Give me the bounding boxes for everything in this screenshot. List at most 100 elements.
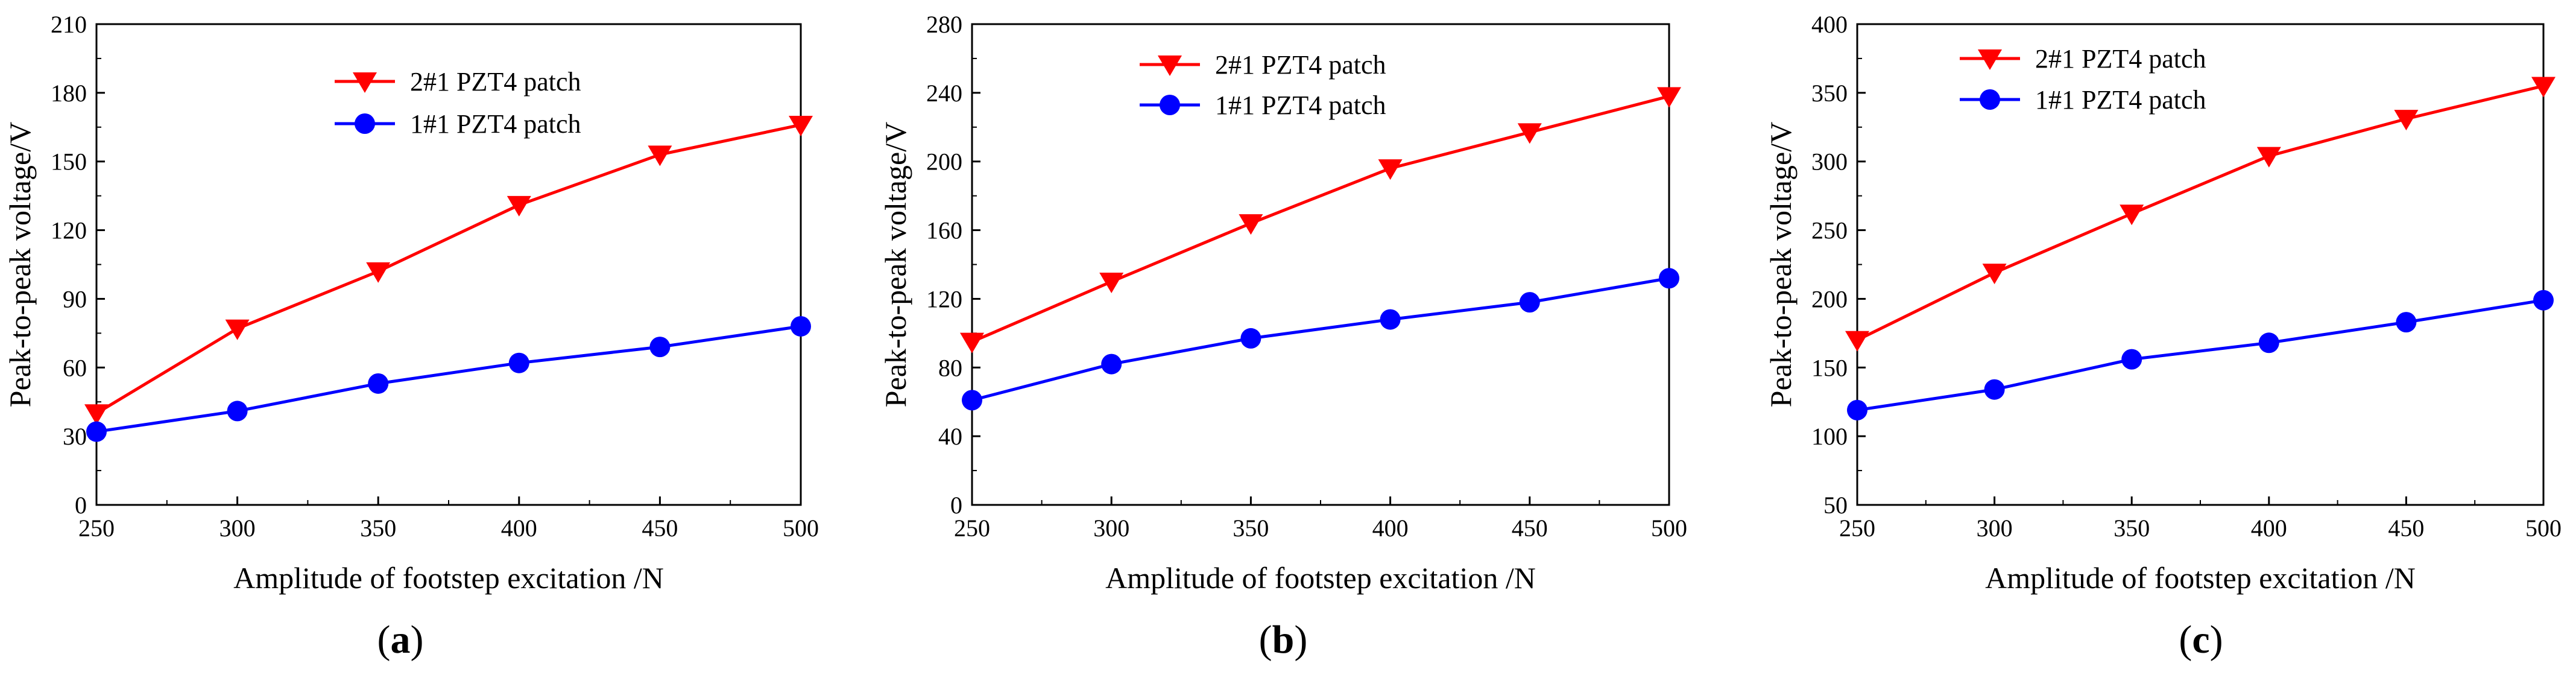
x-tick-label: 450 [642,515,678,542]
panel-label-letter: c [2192,618,2209,662]
x-tick-label: 250 [1839,515,1875,542]
y-tick-label: 80 [938,354,962,381]
data-point [227,401,248,422]
x-tick-label: 350 [1233,515,1269,542]
x-tick-label: 400 [1372,515,1409,542]
legend-marker [1158,55,1182,76]
series-line [1856,84,2544,341]
x-tick-label: 300 [1977,515,2013,542]
data-point [649,337,671,358]
y-tick-label: 200 [926,148,962,176]
data-point [1659,268,1679,289]
data-point [1239,214,1263,235]
legend-marker [355,113,375,134]
series-red [84,115,813,425]
y-tick-label: 350 [1811,80,1848,107]
y-tick-label: 0 [75,492,87,519]
y-tick-label: 250 [1811,217,1848,244]
y-tick-label: 30 [63,423,87,450]
y-tick-label: 0 [950,492,962,519]
x-tick-label: 350 [360,515,396,542]
legend-marker [1978,49,2002,70]
y-tick-label: 150 [1811,354,1848,381]
x-tick-label: 450 [1512,515,1548,542]
y-axis-title: Peak-to-peak voltage/V [879,122,912,407]
series-line [971,276,1670,402]
data-point [648,145,672,166]
data-point [1099,272,1124,293]
data-point [2533,290,2554,311]
series-red [1845,77,2555,352]
series-line [95,123,801,415]
legend-marker [1160,95,1180,115]
y-tick-label: 120 [926,285,962,312]
data-point [960,332,984,353]
x-tick-label: 250 [78,515,115,542]
data-point [1845,331,1869,352]
series-red [960,87,1681,353]
data-point [1101,353,1122,375]
legend: 2#1 PZT4 patch 1#1 PZT4 patch [335,67,581,139]
panel-label-open: ( [1259,618,1272,662]
data-point [2120,204,2144,226]
data-point [1984,379,2005,400]
chart-panel-c: 50 100 150 200 250 300 350 400 250 300 350 400 450 50… [1764,11,2562,662]
x-tick-label: 500 [783,515,819,542]
panel-label-close: ) [1294,618,1307,662]
x-tick-label: 250 [954,515,990,542]
series-line [1857,299,2544,412]
panel-label: (a) [377,618,424,662]
panel-label-letter: b [1272,618,1295,662]
x-tick-label: 350 [2114,515,2150,542]
x-axis-title: Amplitude of footstep excitation /N [1985,561,2416,595]
data-point [1657,87,1681,108]
data-point [1982,264,2007,285]
panel-label: (c) [2179,618,2223,662]
x-tick-label: 400 [501,515,537,542]
y-tick-label: 90 [63,285,87,312]
legend-label: 2#1 PZT4 patch [1215,50,1386,80]
legend-label: 1#1 PZT4 patch [2035,85,2206,115]
chart-panel-b: 0 40 80 120 160 200 240 280 250 300 350 400 450 500 Am… [879,11,1687,662]
data-point [2396,312,2417,333]
data-point [1847,399,1867,420]
y-tick-label: 400 [1811,11,1848,38]
x-tick-label: 300 [219,515,256,542]
x-axis-title: Amplitude of footstep excitation /N [1105,561,1536,595]
data-point [2258,332,2279,353]
y-tick-label: 40 [938,423,962,450]
panel-label-open: ( [2179,618,2192,662]
y-tick-label: 280 [926,11,962,38]
data-point [368,373,389,394]
data-point [1519,292,1540,313]
data-point [2394,110,2419,131]
data-point [86,421,107,442]
legend: 2#1 PZT4 patch 1#1 PZT4 patch [1140,50,1386,120]
series-line [971,95,1670,343]
y-tick-label: 50 [1823,492,1848,519]
data-point [507,195,531,217]
y-tick-label: 160 [926,217,962,244]
y-tick-label: 180 [51,80,87,107]
series-blue [962,268,1679,411]
legend-marker [1980,89,2000,110]
legend-marker [353,72,377,93]
data-point [225,319,250,340]
data-point [962,390,982,411]
x-axis-title: Amplitude of footstep excitation /N [233,561,664,595]
data-point [84,404,109,425]
y-tick-label: 120 [51,217,87,244]
x-tick-label: 300 [1093,515,1129,542]
series-blue [86,315,811,442]
x-tick-label: 500 [1651,515,1687,542]
legend-label: 2#1 PZT4 patch [410,67,581,97]
data-point [508,352,529,373]
data-point [2256,147,2281,168]
y-tick-label: 200 [1811,285,1848,312]
y-tick-label: 60 [63,354,87,381]
data-point [789,115,813,136]
y-tick-label: 100 [1811,423,1848,450]
legend-label: 1#1 PZT4 patch [410,109,581,139]
y-tick-label: 150 [51,148,87,176]
